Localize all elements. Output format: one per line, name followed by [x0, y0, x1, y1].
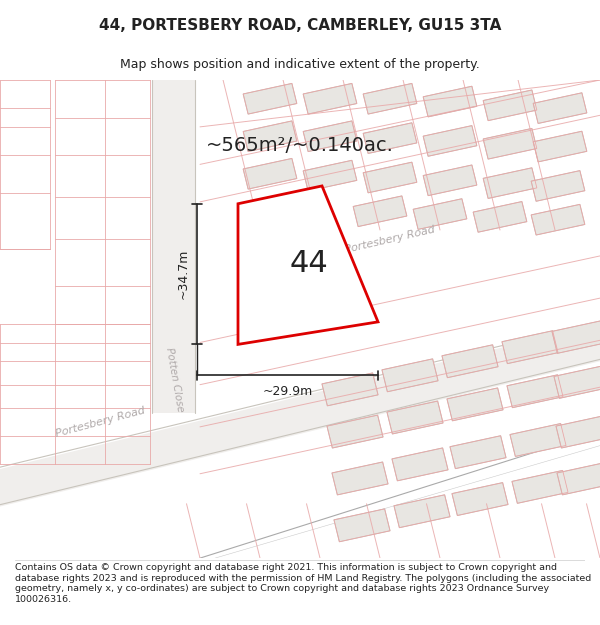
Polygon shape: [554, 366, 600, 398]
Polygon shape: [363, 83, 417, 114]
Polygon shape: [243, 121, 297, 152]
Polygon shape: [483, 128, 537, 159]
Polygon shape: [533, 92, 587, 124]
Polygon shape: [382, 359, 438, 392]
Polygon shape: [533, 131, 587, 162]
Polygon shape: [447, 388, 503, 421]
Polygon shape: [483, 168, 537, 199]
Polygon shape: [483, 90, 537, 121]
Polygon shape: [363, 122, 417, 154]
Polygon shape: [502, 331, 558, 364]
Polygon shape: [152, 80, 195, 412]
Text: Map shows position and indicative extent of the property.: Map shows position and indicative extent…: [120, 58, 480, 71]
Text: Portesbery Road: Portesbery Road: [344, 224, 436, 254]
Polygon shape: [531, 171, 585, 201]
Text: ~34.7m: ~34.7m: [177, 249, 190, 299]
Polygon shape: [473, 201, 527, 232]
Polygon shape: [452, 482, 508, 516]
Text: Contains OS data © Crown copyright and database right 2021. This information is : Contains OS data © Crown copyright and d…: [15, 563, 591, 604]
Polygon shape: [392, 448, 448, 481]
Polygon shape: [413, 199, 467, 229]
Polygon shape: [303, 83, 357, 114]
Polygon shape: [556, 415, 600, 448]
Text: Potten Close: Potten Close: [164, 347, 185, 413]
Polygon shape: [322, 373, 378, 406]
Polygon shape: [238, 186, 378, 344]
Text: ~29.9m: ~29.9m: [262, 384, 313, 398]
Polygon shape: [507, 375, 563, 408]
Polygon shape: [423, 86, 477, 117]
Polygon shape: [394, 495, 450, 528]
Text: 44: 44: [290, 249, 328, 279]
Polygon shape: [450, 436, 506, 469]
Polygon shape: [387, 401, 443, 434]
Text: Portesbery Road: Portesbery Road: [54, 406, 146, 439]
Polygon shape: [303, 121, 357, 152]
Polygon shape: [303, 160, 357, 191]
Polygon shape: [334, 509, 390, 542]
Polygon shape: [510, 424, 566, 456]
Polygon shape: [557, 462, 600, 495]
Polygon shape: [353, 196, 407, 227]
Polygon shape: [442, 345, 498, 378]
Polygon shape: [363, 162, 417, 193]
Polygon shape: [512, 471, 568, 503]
Polygon shape: [423, 126, 477, 156]
Polygon shape: [552, 321, 600, 353]
Polygon shape: [327, 415, 383, 448]
Text: ~565m²/~0.140ac.: ~565m²/~0.140ac.: [206, 136, 394, 155]
Polygon shape: [243, 83, 297, 114]
Text: 44, PORTESBERY ROAD, CAMBERLEY, GU15 3TA: 44, PORTESBERY ROAD, CAMBERLEY, GU15 3TA: [99, 18, 501, 32]
Polygon shape: [0, 324, 600, 506]
Polygon shape: [332, 462, 388, 495]
Polygon shape: [243, 158, 297, 189]
Polygon shape: [531, 204, 585, 235]
Polygon shape: [423, 165, 477, 196]
